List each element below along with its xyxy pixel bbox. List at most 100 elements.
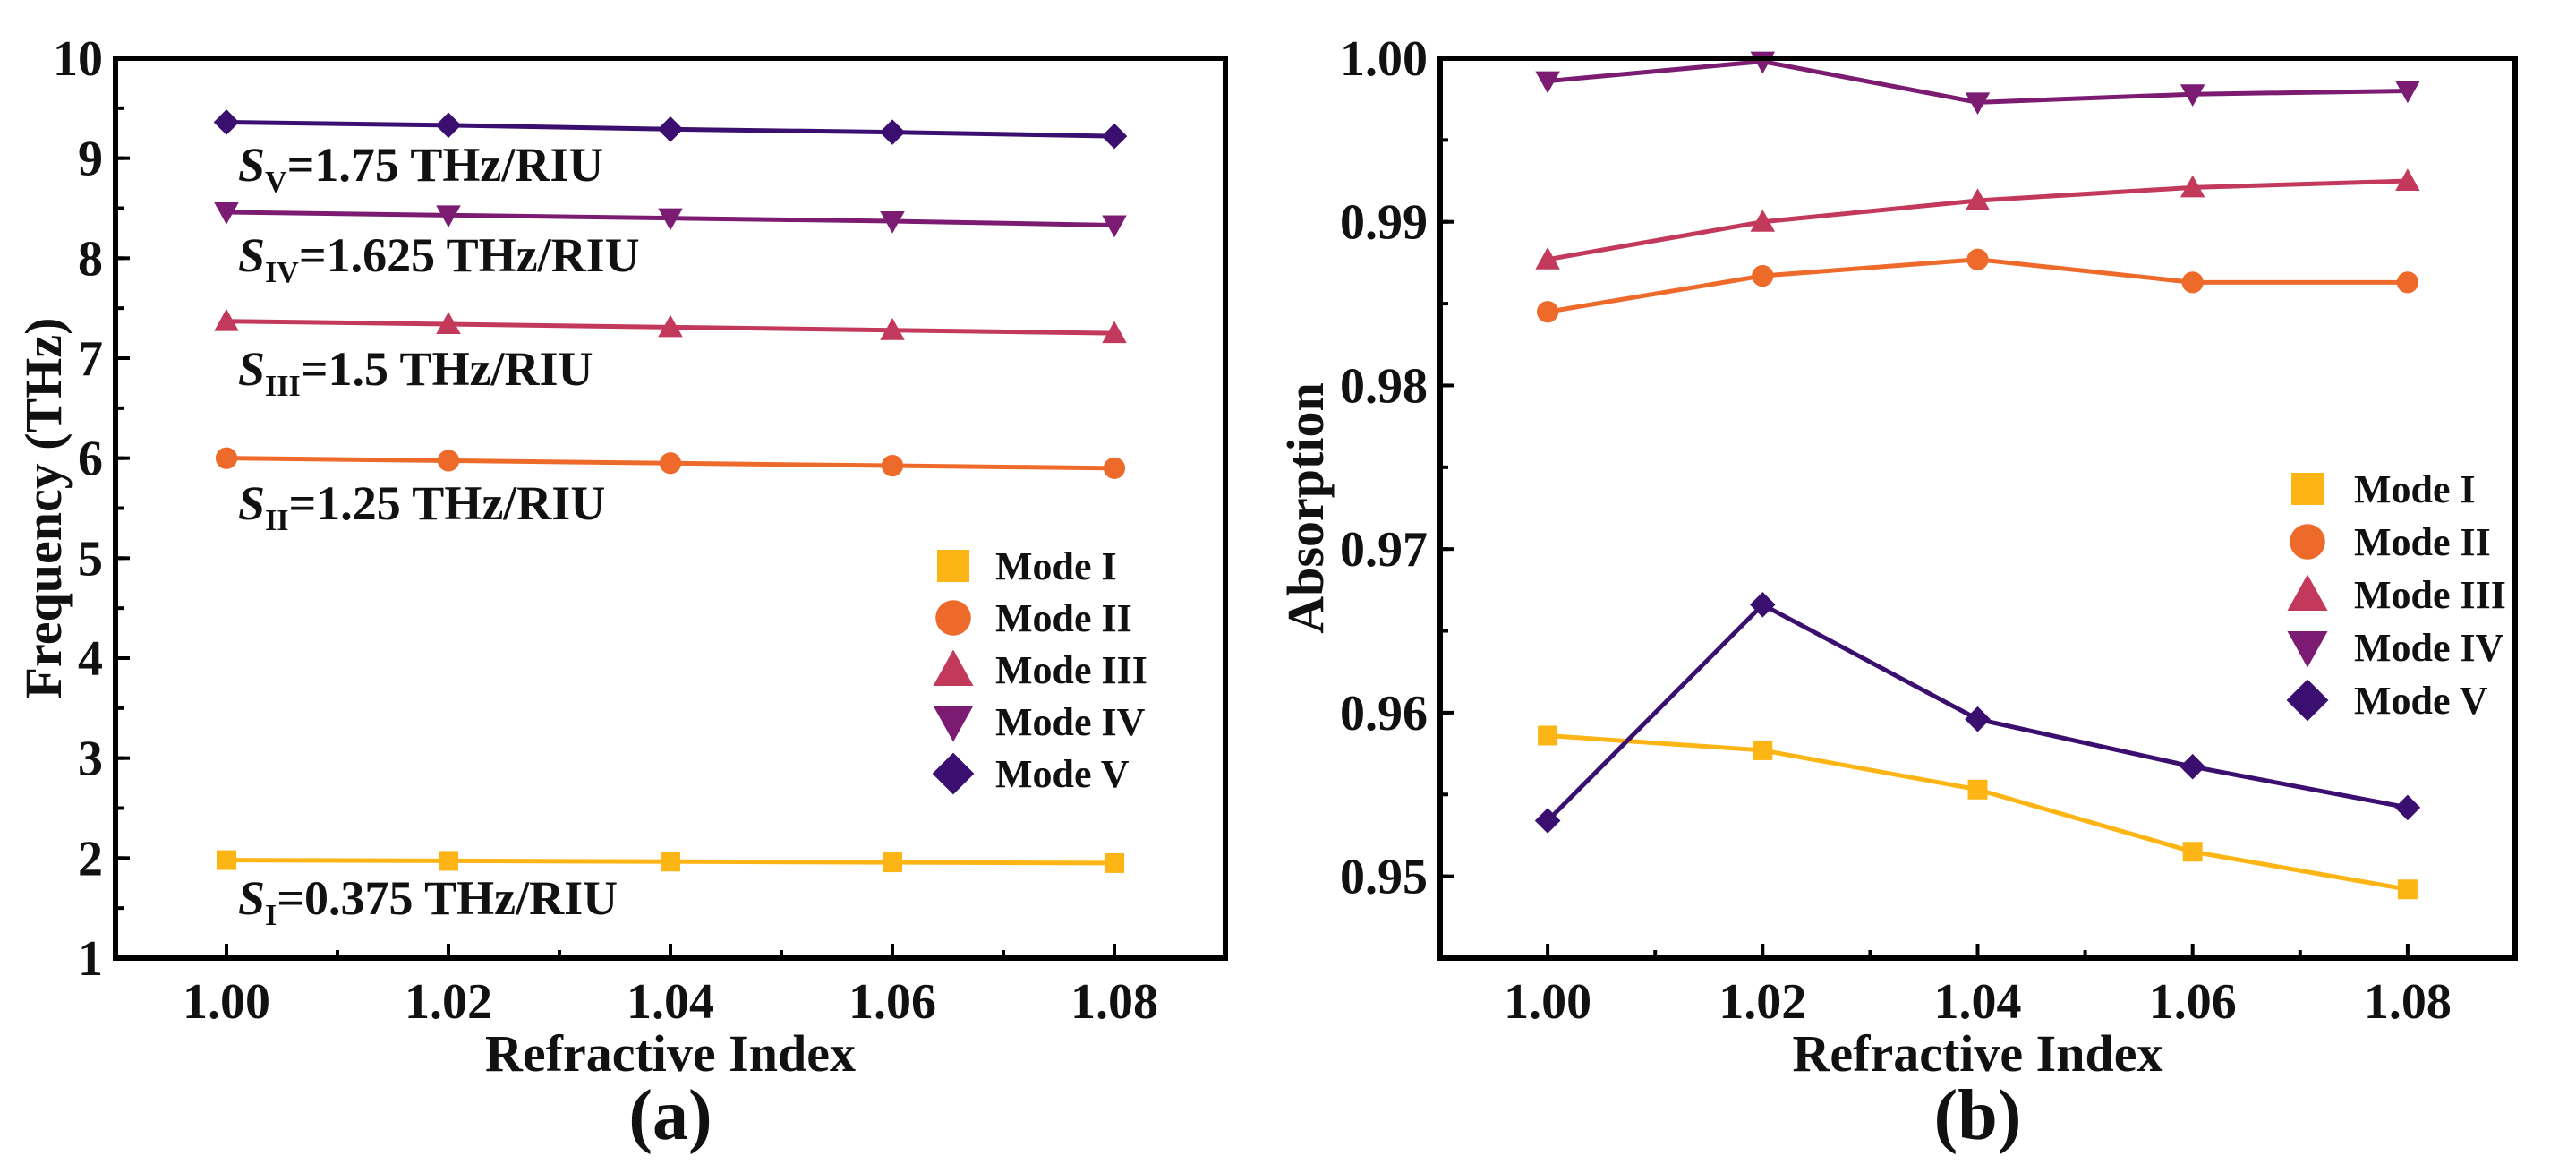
data-point [657, 116, 684, 142]
data-point [661, 852, 680, 872]
sensitivity-annotation: SV=1.75 THz/RIU [238, 138, 603, 199]
data-point [1538, 725, 1558, 746]
y-tick-label: 10 [53, 31, 103, 87]
y-axis-title: Absorption [1276, 382, 1335, 633]
data-point [1965, 188, 1991, 210]
y-tick-label: 7 [78, 331, 103, 387]
legend-marker [935, 600, 971, 636]
legend-label: Mode III [2354, 573, 2506, 617]
data-point [1102, 321, 1127, 344]
data-point [658, 208, 683, 231]
legend-marker [2287, 574, 2328, 611]
data-point [1537, 301, 1559, 323]
data-point [1966, 248, 1989, 270]
data-point [1535, 71, 1560, 94]
panel-b: 1.00 1.02 1.04 1.06 1.08 0.95 0.96 0.97 0.98 0.99… [1276, 31, 2518, 1155]
y-tick-label: 0.98 [1340, 358, 1428, 414]
series-mode-i [217, 850, 1124, 873]
plot-frame [1437, 56, 2518, 961]
x-tick-label: 1.08 [1070, 974, 1158, 1030]
legend-marker [2291, 473, 2324, 505]
y-tick-label: 4 [78, 631, 103, 687]
data-point [1750, 592, 1776, 618]
panel-a: 1.00 1.02 1.04 1.06 1.08 1 2 3 4 5 6 7 8 9 10 Mode I Mod… [14, 31, 1228, 1155]
series-mode-iii [214, 308, 1127, 344]
data-point [659, 452, 682, 475]
legend-label: Mode I [995, 544, 1117, 588]
annotation-symbol: S [238, 871, 265, 925]
sensitivity-annotation: SIV=1.625 THz/RIU [238, 228, 640, 289]
annotation-value: =1.5 THz/RIU [301, 342, 593, 396]
y-tick-label: 0.96 [1340, 686, 1428, 741]
y-tick-label: 1 [78, 931, 103, 987]
data-point [214, 201, 239, 225]
data-point [1534, 808, 1561, 834]
data-point [1101, 123, 1128, 150]
x-tick-label: 1.02 [1719, 974, 1806, 1030]
annotation-subscript: I [265, 899, 277, 932]
x-tick-label: 1.08 [2364, 974, 2452, 1030]
legend-marker [937, 550, 969, 582]
x-tick-label: 1.00 [1504, 974, 1591, 1030]
data-point [880, 317, 905, 340]
y-tick-label: 0.97 [1340, 522, 1428, 578]
annotation-value: =1.625 THz/RIU [299, 228, 640, 282]
data-point [2395, 81, 2420, 104]
x-tick-label: 1.04 [627, 974, 714, 1030]
data-point [1103, 457, 1126, 479]
x-axis-title: Refractive Index [1793, 1024, 2163, 1083]
y-tick-label: 6 [78, 432, 103, 487]
data-point [2396, 271, 2418, 294]
data-point [2181, 271, 2204, 294]
data-point [437, 450, 460, 472]
y-tick-label: 8 [78, 231, 103, 287]
data-point [214, 308, 239, 331]
series-mode-v [1534, 592, 2421, 834]
data-point [1752, 264, 1774, 287]
data-point [2182, 842, 2203, 862]
annotation-symbol: S [238, 138, 265, 192]
y-tick-label: 0.99 [1340, 195, 1428, 251]
legend-label: Mode I [2354, 467, 2476, 511]
annotation-subscript: V [265, 166, 287, 199]
legend-label: Mode IV [995, 700, 1146, 744]
x-tick-label: 1.02 [405, 974, 492, 1030]
data-point [1753, 740, 1773, 760]
sensitivity-annotation: SIII=1.5 THz/RIU [238, 342, 593, 403]
y-tick-label: 1.00 [1340, 31, 1428, 87]
legend-label: Mode II [995, 596, 1132, 640]
series-line [1547, 732, 2409, 892]
y-tick-label: 0.95 [1340, 850, 1428, 905]
annotation-symbol: S [238, 342, 265, 396]
legend-label: Mode V [2354, 679, 2488, 723]
plot-frame [113, 56, 1228, 961]
annotation-symbol: S [238, 476, 265, 530]
data-point [2179, 84, 2205, 107]
annotation-subscript: II [265, 504, 288, 537]
data-point [1102, 215, 1127, 238]
data-point [2395, 168, 2420, 192]
legend-marker [2290, 524, 2325, 560]
data-point [1535, 247, 1560, 270]
data-point [658, 314, 683, 338]
annotation-value: =1.75 THz/RIU [287, 138, 604, 192]
data-point [215, 447, 238, 469]
data-point [439, 851, 458, 871]
data-point [435, 112, 462, 139]
legend-label: Mode II [2354, 520, 2491, 564]
series-mode-i [1538, 725, 2418, 900]
annotation-subscript: IV [265, 256, 299, 289]
data-point [2394, 794, 2421, 821]
data-point [883, 852, 902, 873]
series-mode-iii [1535, 168, 2420, 270]
data-point [436, 312, 461, 335]
annotation-symbol: S [238, 228, 265, 282]
sensitivity-annotation: SII=1.25 THz/RIU [238, 476, 605, 537]
legend-marker [932, 752, 975, 795]
data-point [881, 454, 904, 477]
series-mode-ii [1537, 248, 2418, 323]
legend-marker [2287, 631, 2328, 668]
data-point [2179, 753, 2205, 780]
data-point [1105, 852, 1124, 873]
